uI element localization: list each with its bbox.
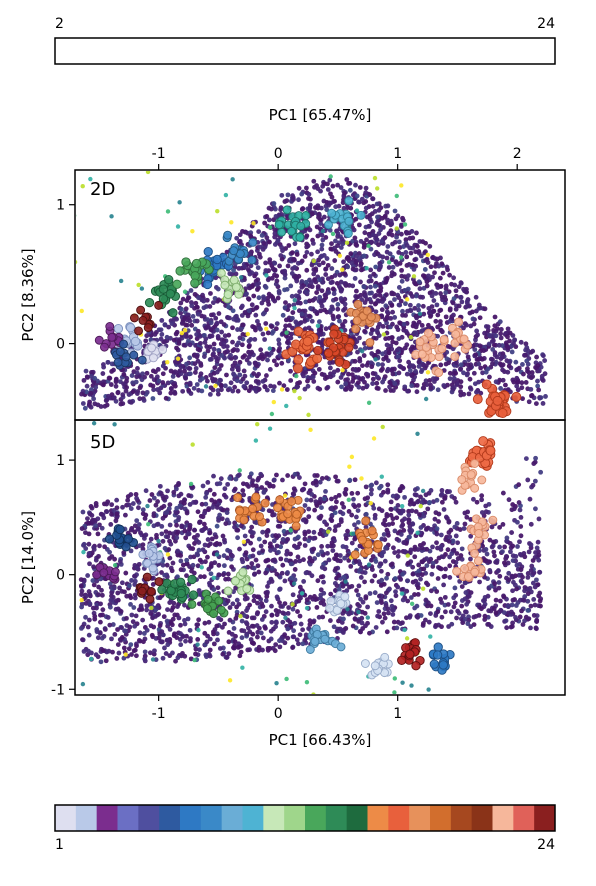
panel-top-label: 2D [90,179,115,200]
x-axis-ticks-top: -1 0 1 2 [152,146,522,170]
cbar-swatch [534,805,555,831]
svg-text:0: 0 [56,337,65,353]
colorbar-top: 2 24 [55,16,555,64]
cbar-swatch [347,805,368,831]
panel-top: 2D [62,170,565,420]
cbar-swatch [284,805,305,831]
cbar-swatch [222,805,243,831]
cbar-swatch [263,805,284,831]
cbar-swatch [55,805,76,831]
svg-text:1: 1 [393,146,402,162]
x-axis-title-bottom: PC1 [66.43%] [269,731,372,749]
y-axis-title-top: PC2 [8.36%] [19,248,37,341]
svg-text:1: 1 [56,198,65,214]
cbar-swatch [76,805,97,831]
cbar-swatch [430,805,451,831]
cbar-swatch [513,805,534,831]
cbar-swatch [97,805,118,831]
cbar-swatch [368,805,389,831]
svg-text:-1: -1 [152,146,166,162]
y-axis-ticks-top: 01 [56,198,75,353]
cbar-top-min-label: 2 [55,16,64,32]
scatter-top [62,170,548,418]
cbar-swatch [493,805,514,831]
panel-bottom-label: 5D [90,432,115,453]
cbar-swatch [388,805,409,831]
cbar-swatch [451,805,472,831]
cbar-bot-max-label: 24 [537,837,555,853]
x-axis-ticks-bottom: -101 [152,695,402,722]
y-axis-ticks-bottom: -101 [51,453,75,698]
cbar-swatch [138,805,159,831]
cbar-swatch [409,805,430,831]
y-axis-title-bottom: PC2 [14.0%] [19,511,37,604]
cbar-swatch [180,805,201,831]
cbar-swatch [159,805,180,831]
x-axis-title-top: PC1 [65.47%] [269,106,372,124]
cbar-swatch [305,805,326,831]
cbar-swatch [326,805,347,831]
colorbar-bottom: 1 24 [55,805,556,853]
svg-text:0: 0 [274,146,283,162]
cbar-swatch [243,805,264,831]
cbar-bot-min-label: 1 [55,837,64,853]
panel-bottom: 5D [68,420,565,697]
cbar-swatch [118,805,139,831]
scatter-bottom [68,421,543,697]
cbar-top-max-label: 24 [537,16,555,32]
cbar-swatch [472,805,493,831]
svg-text:2: 2 [513,146,522,162]
cbar-swatch [201,805,222,831]
